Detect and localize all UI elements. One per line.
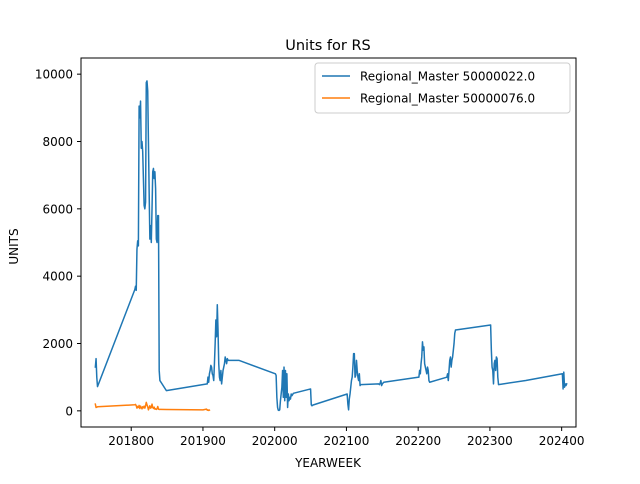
x-tick-label: 202000 xyxy=(252,434,298,448)
x-tick-label: 201800 xyxy=(108,434,154,448)
y-tick-label: 0 xyxy=(65,404,73,418)
legend-label-2: Regional_Master 50000076.0 xyxy=(360,92,535,106)
x-tick-label: 202100 xyxy=(324,434,370,448)
x-tick-label: 201900 xyxy=(180,434,226,448)
legend: Regional_Master 50000022.0 Regional_Maste… xyxy=(314,62,571,114)
x-axis-label: YEARWEEK xyxy=(294,456,362,470)
x-tick-label: 202300 xyxy=(467,434,513,448)
series-layer xyxy=(94,80,568,412)
x-tick-label: 202200 xyxy=(395,434,441,448)
plot-area-frame xyxy=(80,57,577,428)
axis-ticks: 201800 201900 202000 202100 202200 202300 2024… xyxy=(35,68,585,448)
chart-title: Units for RS xyxy=(285,38,371,54)
y-axis-label: UNITS xyxy=(7,228,21,264)
y-tick-label: 6000 xyxy=(42,202,73,216)
series-line-2 xyxy=(94,401,211,412)
y-tick-label: 2000 xyxy=(42,337,73,351)
legend-box xyxy=(314,62,571,114)
legend-label-1: Regional_Master 50000022.0 xyxy=(360,70,535,84)
x-tick-label: 202400 xyxy=(539,434,585,448)
series-line-1 xyxy=(94,80,568,412)
y-tick-label: 8000 xyxy=(42,135,73,149)
y-tick-label: 4000 xyxy=(42,270,73,284)
y-tick-label: 10000 xyxy=(35,68,73,82)
